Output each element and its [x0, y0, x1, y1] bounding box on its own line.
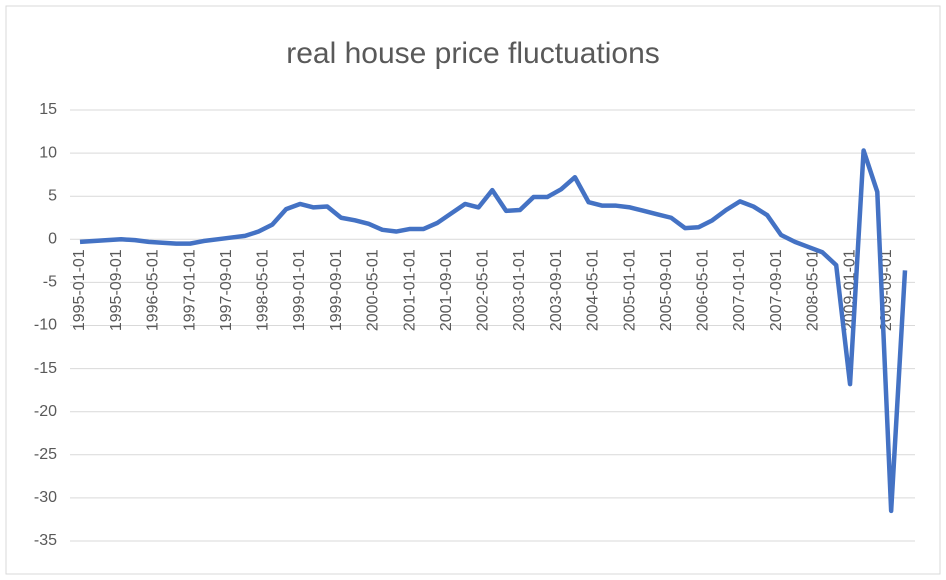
x-tick-label: 1997-01-01 [181, 249, 198, 331]
x-tick-label: 2005-01-01 [621, 249, 638, 331]
chart-border [5, 5, 941, 575]
y-tick-label: -35 [34, 532, 57, 549]
y-tick-label: 0 [48, 231, 57, 248]
x-tick-label: 2007-01-01 [731, 249, 748, 331]
x-tick-label: 2002-05-01 [474, 249, 491, 331]
x-tick-label: 1995-01-01 [71, 249, 88, 331]
y-tick-label: 5 [48, 187, 57, 204]
y-tick-label: -25 [34, 446, 57, 463]
x-tick-label: 2001-09-01 [438, 249, 455, 331]
x-tick-label: 1995-09-01 [108, 249, 125, 331]
x-tick-label: 2003-09-01 [548, 249, 565, 331]
x-tick-label: 2004-05-01 [584, 249, 601, 331]
data-line [79, 148, 908, 514]
x-tick-label: 2006-05-01 [694, 249, 711, 331]
x-tick-label: 2001-01-01 [401, 249, 418, 331]
y-tick-label: 15 [39, 101, 57, 118]
x-tick-label: 2008-05-01 [804, 249, 821, 331]
y-tick-label: -30 [34, 489, 57, 506]
x-tick-label: 1998-05-01 [254, 249, 271, 331]
x-tick-label: 1996-05-01 [144, 249, 161, 331]
y-tick-label: -5 [43, 274, 57, 291]
x-tick-label: 2003-01-01 [511, 249, 528, 331]
y-tick-label: -20 [34, 403, 57, 420]
x-tick-label: 2007-09-01 [768, 249, 785, 331]
x-tick-label: 1997-09-01 [218, 249, 235, 331]
y-tick-label: 10 [39, 144, 57, 161]
chart-title: real house price fluctuations [286, 37, 660, 70]
y-tick-label: -15 [34, 360, 57, 377]
x-tick-label: 1999-01-01 [291, 249, 308, 331]
y-tick-label: -10 [34, 317, 57, 334]
x-tick-label: 2000-05-01 [364, 249, 381, 331]
x-tick-label: 2005-09-01 [658, 249, 675, 331]
x-tick-label: 1999-09-01 [328, 249, 345, 331]
